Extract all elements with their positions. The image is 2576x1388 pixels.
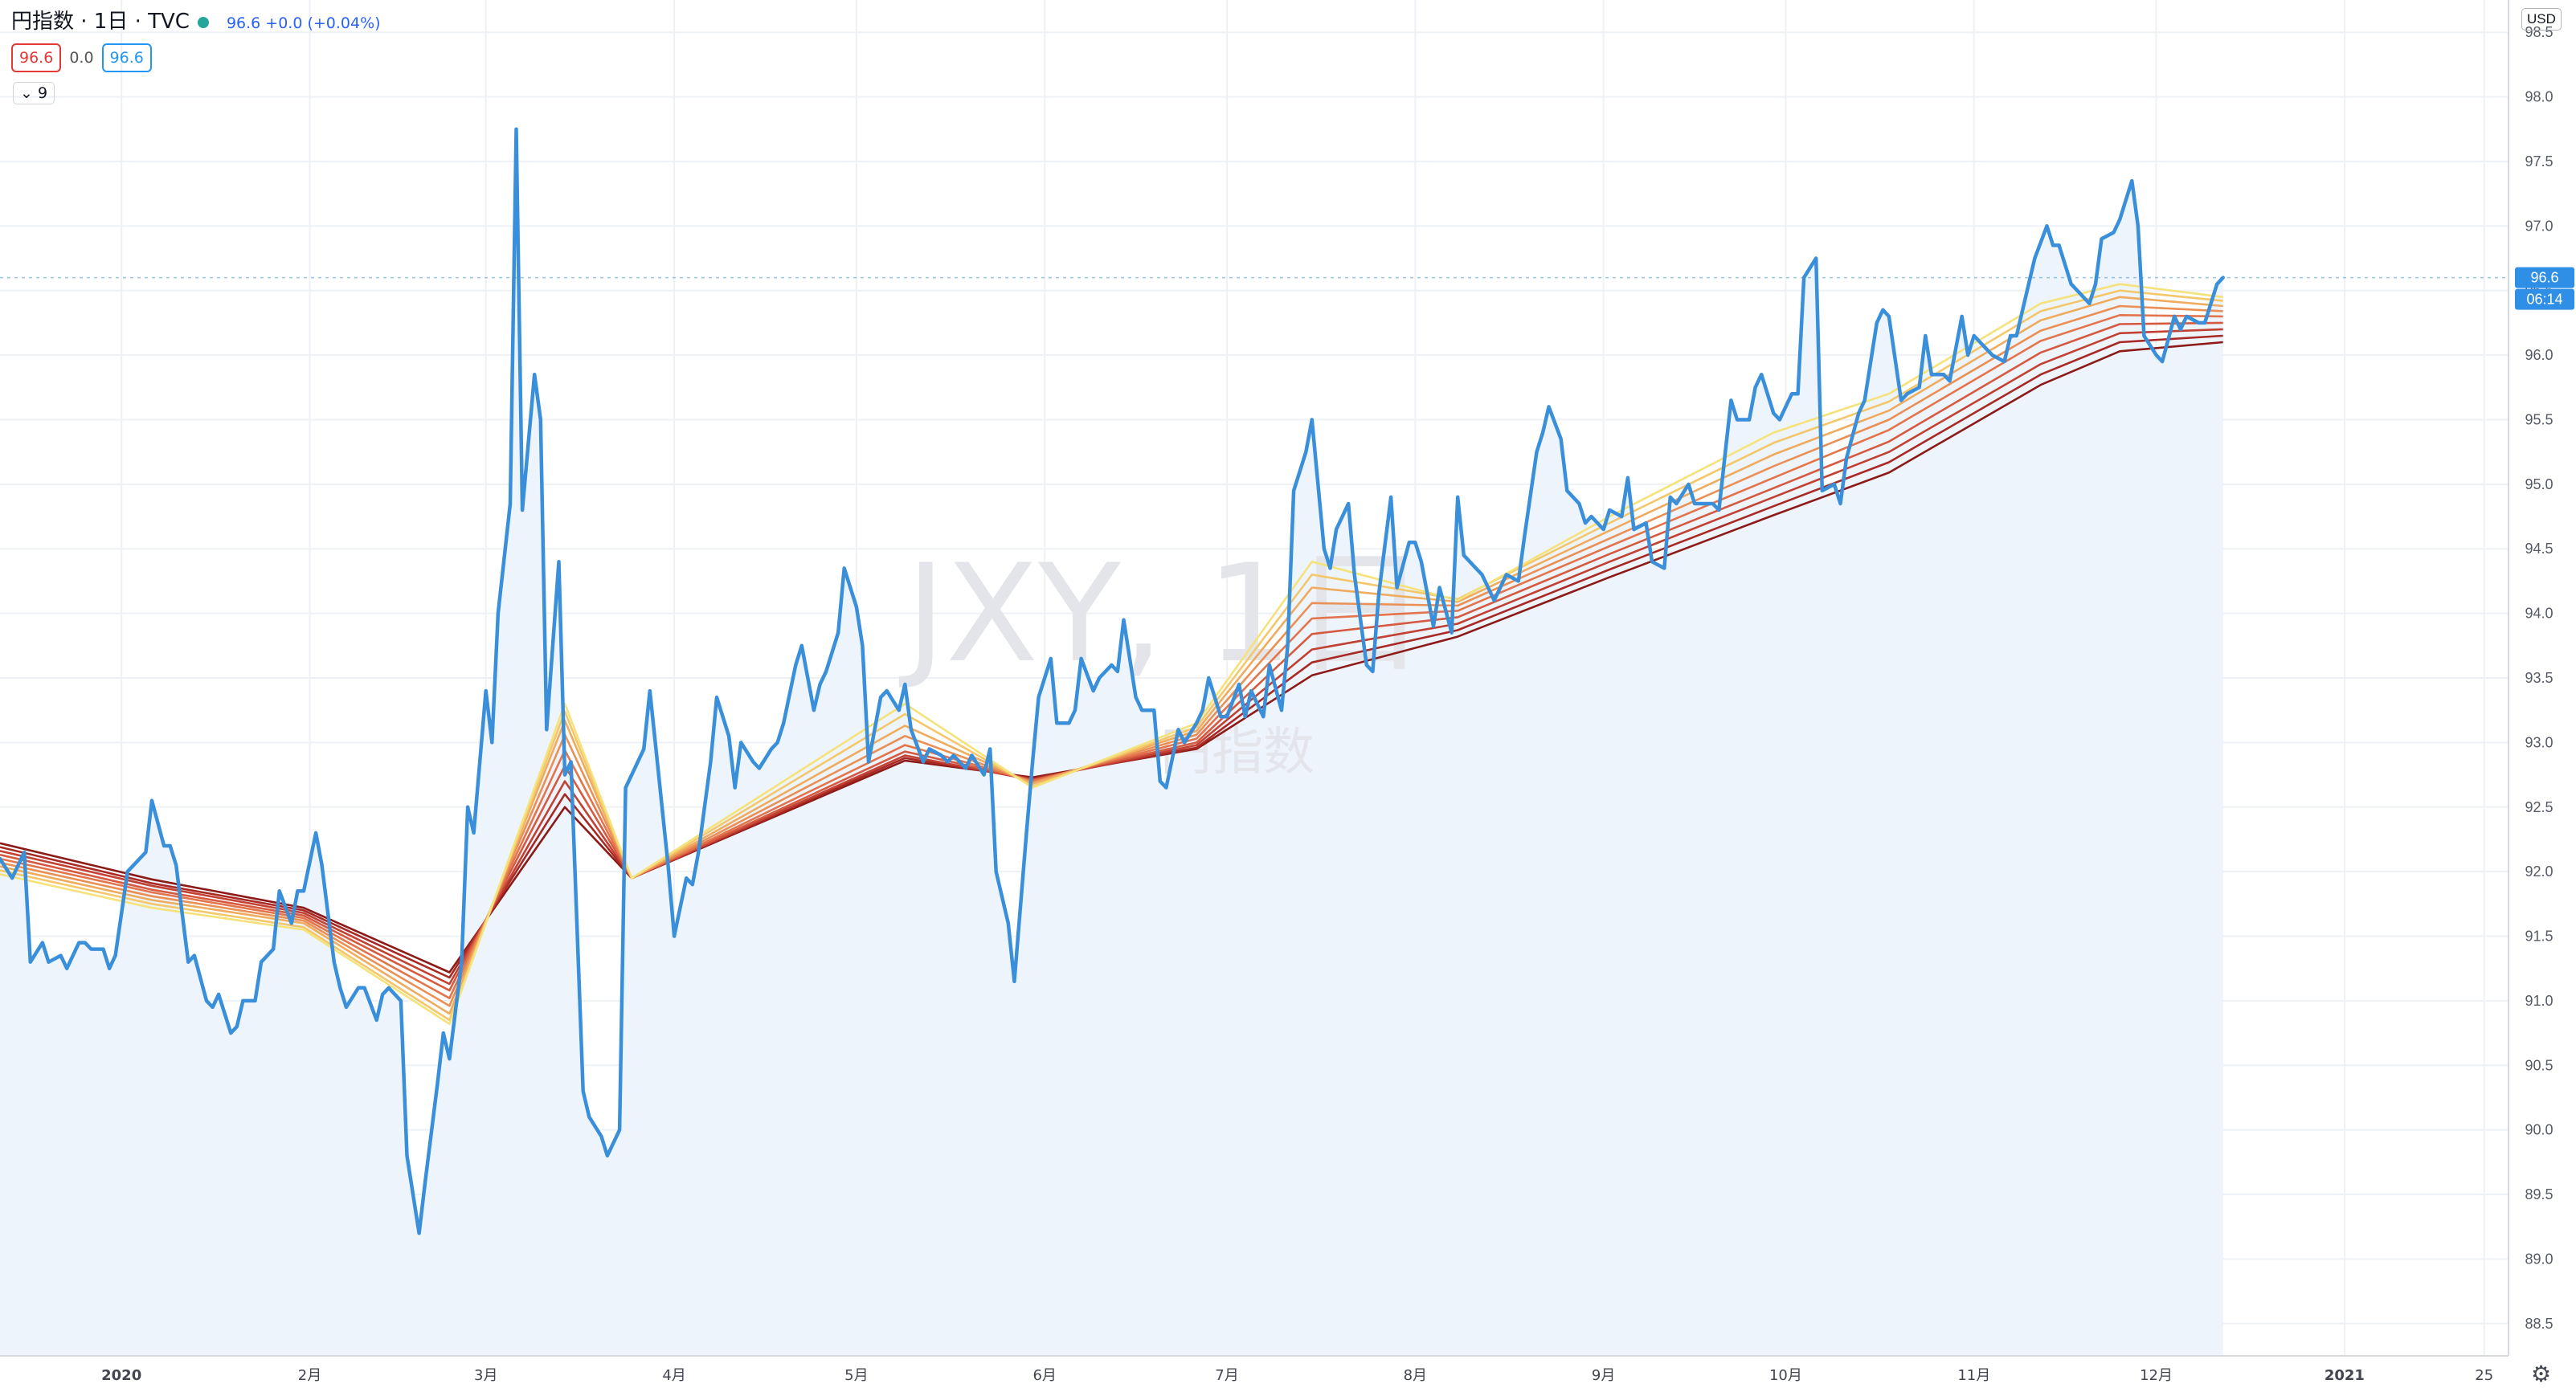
x-tick-label: 10月 (1769, 1367, 1802, 1384)
y-tick-label: 93.5 (2525, 670, 2553, 686)
y-tick-label: 89.5 (2525, 1186, 2553, 1202)
x-tick-label: 7月 (1215, 1367, 1238, 1384)
ema-line-4 (0, 304, 2223, 1007)
ema-line-3 (0, 296, 2223, 1015)
indicator-count: 9 (37, 84, 48, 102)
y-tick-label: 95.0 (2525, 476, 2553, 492)
y-tick-label: 90.5 (2525, 1057, 2553, 1073)
indicator-value-blue: 96.6 (101, 43, 152, 72)
svg-text:96.6: 96.6 (2530, 270, 2558, 286)
indicator-value-zero: 0.0 (69, 49, 94, 67)
countdown-label: 06:14 (2515, 288, 2574, 310)
price-area-fill (0, 129, 2223, 1356)
area-fill-shape (0, 129, 2223, 1356)
chevron-down-icon: ⌄ (20, 84, 33, 102)
x-tick-label: 6月 (1032, 1367, 1056, 1384)
y-tick-label: 98.0 (2525, 89, 2553, 105)
y-tick-label: 95.5 (2525, 411, 2553, 427)
price-series-line (0, 127, 2225, 1235)
chart-legend-header[interactable]: 円指数 · 1日 · TVC 96.6 +0.0 (+0.04%) (11, 5, 381, 35)
y-tick-label: 94.5 (2525, 541, 2553, 557)
price-line (0, 127, 2225, 1235)
symbol-title[interactable]: 円指数 · 1日 · TVC (11, 10, 190, 34)
x-tick-label: 11月 (1957, 1367, 1990, 1384)
y-tick-label: 91.0 (2525, 993, 2553, 1009)
x-tick-label: 4月 (662, 1367, 685, 1384)
time-axis[interactable]: 2020 2月 3月 4月 5月 6月 7月 8月 9月 10月 11月 12月 2021 25 (101, 1367, 2493, 1384)
x-tick-label: 5月 (844, 1367, 868, 1384)
x-tick-label: 2021 (2325, 1367, 2365, 1384)
x-tick-label: 2月 (298, 1367, 321, 1384)
x-tick-label: 2020 (101, 1367, 141, 1384)
ema-line-5 (0, 314, 2223, 999)
ema-line-2 (0, 289, 2223, 1022)
price-axis[interactable]: 88.5 89.0 89.5 90.0 90.5 91.0 91.5 92.0 92.5 93.0… (2525, 24, 2553, 1332)
y-tick-label: 98.5 (2525, 24, 2553, 40)
x-tick-label: 3月 (474, 1367, 497, 1384)
currency-button[interactable]: USD (2521, 8, 2562, 31)
settings-gear-icon[interactable]: ⚙ (2531, 1361, 2552, 1386)
x-tick-label: 8月 (1404, 1367, 1427, 1384)
watermark-name: 円指数 (1160, 723, 1315, 782)
y-tick-label: 97.5 (2525, 153, 2553, 169)
watermark-symbol: JXY, 1日 (899, 535, 1428, 692)
y-tick-label: 90.0 (2525, 1122, 2553, 1138)
market-status-dot (197, 16, 209, 28)
y-tick-label: 94.0 (2525, 606, 2553, 622)
y-tick-label: 92.0 (2525, 863, 2553, 880)
price-change-readout: 96.6 +0.0 (+0.04%) (226, 14, 381, 32)
ema-line-6 (0, 321, 2223, 992)
y-tick-label: 89.0 (2525, 1251, 2553, 1267)
indicator-values-row: 96.6 0.0 96.6 (11, 43, 152, 72)
y-tick-label: 96.0 (2525, 347, 2553, 363)
y-tick-label: 88.5 (2525, 1316, 2553, 1332)
y-tick-label: 93.0 (2525, 734, 2553, 750)
x-tick-label: 9月 (1592, 1367, 1615, 1384)
ema-line-9 (0, 341, 2223, 974)
svg-text:06:14: 06:14 (2526, 292, 2562, 308)
x-tick-label: 25 (2475, 1367, 2493, 1384)
collapse-indicators-button[interactable]: ⌄ 9 (13, 82, 55, 104)
y-tick-label: 91.5 (2525, 929, 2553, 945)
x-tick-label: 12月 (2140, 1367, 2173, 1384)
ema-line-8 (0, 334, 2223, 979)
indicator-value-red: 96.6 (11, 43, 62, 72)
last-price-label: 96.6 (2515, 267, 2574, 288)
y-tick-label: 97.0 (2525, 218, 2553, 234)
y-tick-label: 92.5 (2525, 799, 2553, 815)
ema-line-7 (0, 328, 2223, 986)
